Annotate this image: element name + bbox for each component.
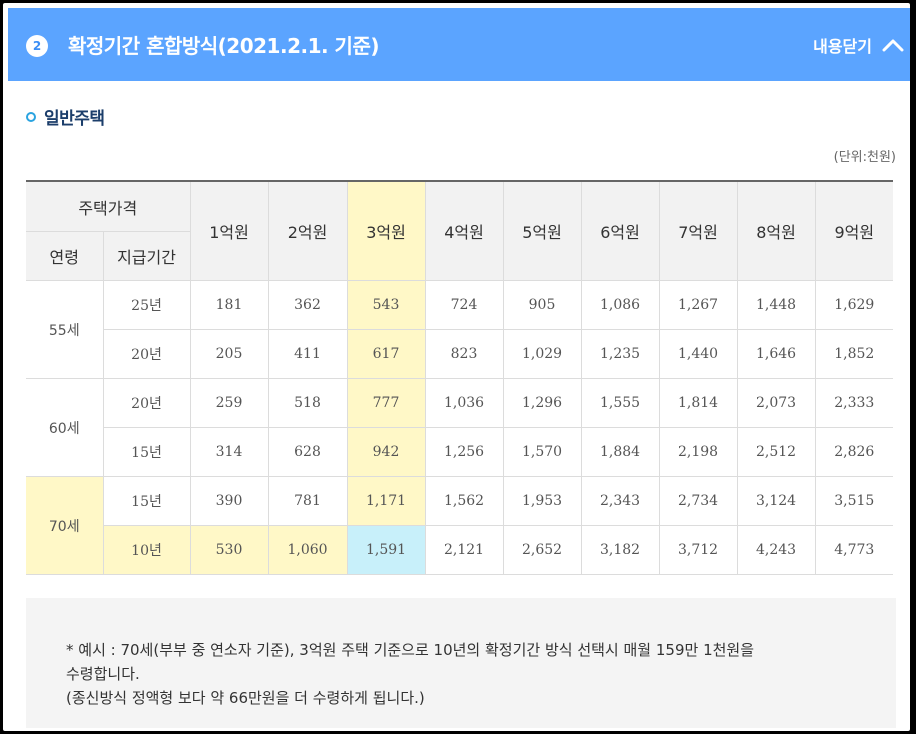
example-note: * 예시 : 70세(부부 중 연소자 기준), 3억원 주택 기준으로 10년… <box>26 598 896 728</box>
value-cell: 1,555 <box>580 378 660 428</box>
table-row: 10년 530 1,060 1,591 2,121 2,652 3,182 3,712 4,24… <box>26 525 894 575</box>
accordion-header[interactable]: 2 확정기간 혼합방식(2021.2.1. 기준) 내용닫기 <box>8 8 910 81</box>
table-row: 15년 314 628 942 1,256 1,570 1,884 2,198 2,512 2,8… <box>26 427 894 477</box>
value-cell: 1,171 <box>346 476 426 526</box>
section-title: 일반주택 <box>44 109 105 129</box>
period-header: 지급기간 <box>102 231 191 281</box>
close-content-label: 내용닫기 <box>813 37 872 56</box>
value-cell: 2,073 <box>736 378 816 428</box>
value-cell: 1,562 <box>424 476 504 526</box>
section-heading: 일반주택 <box>26 104 105 129</box>
value-cell: 2,121 <box>424 525 504 575</box>
period-cell: 20년 <box>103 329 191 379</box>
value-cell: 181 <box>189 280 269 330</box>
value-cell: 1,884 <box>580 427 660 477</box>
value-cell: 724 <box>424 280 504 330</box>
value-cell: 259 <box>189 378 269 428</box>
age-cell: 60세 <box>26 378 104 477</box>
value-cell: 3,712 <box>658 525 738 575</box>
value-cell: 518 <box>267 378 348 428</box>
value-cell: 1,570 <box>502 427 582 477</box>
period-cell: 25년 <box>102 280 191 330</box>
value-cell: 4,773 <box>814 525 894 575</box>
note-line: * 예시 : 70세(부부 중 연소자 기준), 3억원 주택 기준으로 10년… <box>66 641 755 659</box>
price-header: 8억원 <box>736 181 816 281</box>
value-cell: 628 <box>267 427 348 477</box>
value-cell: 2,734 <box>658 476 738 526</box>
value-cell: 4,243 <box>736 525 816 575</box>
value-cell: 1,267 <box>658 280 738 330</box>
value-cell: 1,852 <box>814 329 894 379</box>
value-cell: 1,060 <box>267 525 348 575</box>
price-header: 5억원 <box>502 181 582 281</box>
value-cell: 1,036 <box>424 378 504 428</box>
value-cell: 205 <box>189 329 269 379</box>
value-cell: 1,448 <box>736 280 816 330</box>
value-cell: 530 <box>189 525 269 575</box>
value-cell: 1,029 <box>502 329 582 379</box>
value-cell: 2,826 <box>814 427 894 477</box>
value-cell: 3,182 <box>580 525 660 575</box>
value-cell: 1,296 <box>502 378 582 428</box>
example-value-cell: 1,591 <box>346 525 426 575</box>
value-cell: 781 <box>267 476 348 526</box>
note-line: (종신방식 정액형 보다 약 66만원을 더 수령하게 됩니다.) <box>66 689 425 707</box>
value-cell: 1,086 <box>580 280 660 330</box>
price-header: 6억원 <box>580 181 660 281</box>
price-header: 9억원 <box>814 181 894 281</box>
table-row: 55세 25년 181 362 543 724 905 1,086 1,267 1,448 1,62… <box>26 280 894 379</box>
value-cell: 905 <box>502 280 582 330</box>
value-cell: 1,953 <box>502 476 582 526</box>
value-cell: 1,235 <box>580 329 660 379</box>
accordion-title: 확정기간 혼합방식(2021.2.1. 기준) <box>68 34 380 58</box>
price-header: 1억원 <box>189 181 269 281</box>
value-cell: 362 <box>267 280 348 330</box>
value-cell: 2,512 <box>736 427 816 477</box>
value-cell: 314 <box>189 427 269 477</box>
value-cell: 2,198 <box>658 427 738 477</box>
value-cell: 3,515 <box>814 476 894 526</box>
value-cell: 2,343 <box>580 476 660 526</box>
table-row: 60세 20년 259 518 777 1,036 1,296 1,555 1,814 2,073… <box>26 378 894 477</box>
value-cell: 823 <box>424 329 504 379</box>
age-header: 연령 <box>26 231 104 281</box>
value-cell: 1,646 <box>736 329 816 379</box>
pension-rate-table: 주택가격 1억원 2억원 3억원 4억원 5억원 6억원 7억원 8억원 9억원… <box>26 180 894 575</box>
table-row: 70세 15년 390 781 1,171 1,562 1,953 2,343 2,734 3,1… <box>26 476 894 575</box>
step-number-badge: 2 <box>26 35 48 57</box>
table-row: 20년 205 411 617 823 1,029 1,235 1,440 1,646 1,852 <box>26 329 894 379</box>
note-line: 수령합니다. <box>66 665 140 683</box>
price-header-highlighted: 3억원 <box>346 181 426 281</box>
period-cell: 10년 <box>103 525 191 575</box>
value-cell: 1,440 <box>658 329 738 379</box>
period-cell: 20년 <box>102 378 191 428</box>
age-cell: 70세 <box>26 476 104 575</box>
value-cell: 411 <box>267 329 348 379</box>
value-cell: 2,652 <box>502 525 582 575</box>
value-cell: 1,256 <box>424 427 504 477</box>
value-cell: 390 <box>189 476 269 526</box>
age-cell: 55세 <box>26 280 104 379</box>
period-cell: 15년 <box>103 427 191 477</box>
value-cell: 543 <box>346 280 426 330</box>
bullet-icon <box>26 111 36 122</box>
value-cell: 3,124 <box>736 476 816 526</box>
value-cell: 2,333 <box>814 378 894 428</box>
price-header: 4억원 <box>424 181 504 281</box>
value-cell: 617 <box>346 329 426 379</box>
unit-label: (단위:천원) <box>833 150 896 165</box>
value-cell: 1,814 <box>658 378 738 428</box>
house-price-header: 주택가격 <box>26 181 191 232</box>
value-cell: 777 <box>346 378 426 428</box>
value-cell: 1,629 <box>814 280 894 330</box>
price-header: 7억원 <box>658 181 738 281</box>
price-header: 2억원 <box>267 181 348 281</box>
value-cell: 942 <box>346 427 426 477</box>
close-content-button[interactable]: 내용닫기 <box>813 30 904 60</box>
period-cell: 15년 <box>102 476 191 526</box>
chevron-up-icon <box>882 38 904 52</box>
